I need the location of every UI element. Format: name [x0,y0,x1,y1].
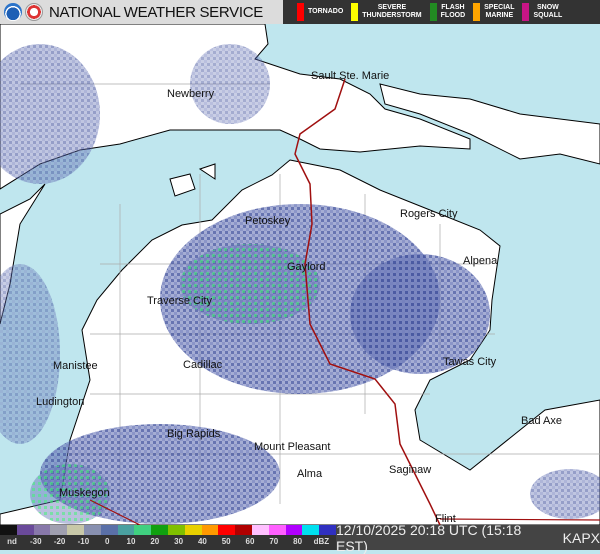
scale-tick: 40 [197,537,207,546]
timestamp: 12/10/2025 20:18 UTC (15:18 EST) [336,521,522,554]
warning-label: FLASH FLOOD [440,4,466,19]
scale-tick: 20 [150,537,160,546]
scale-tick: 50 [221,537,231,546]
warning-legend: TORNADO SEVERE THUNDERSTORM FLASH FLOOD SPE… [283,0,600,24]
scale-color [184,525,203,535]
scale-tick: 0 [104,537,110,546]
warning-swatch [351,3,359,21]
warning-key: SPECIAL MARINE [473,3,514,21]
scale-color [67,525,85,535]
city-label: Big Rapids [167,428,221,440]
scale-tick: 80 [293,537,303,546]
city-label: Manistee [53,360,98,372]
warning-key: FLASH FLOOD [429,3,466,21]
radar-echoes [0,44,600,524]
warning-label: SNOW SQUALL [533,4,563,19]
scale-tick: nd [7,537,17,546]
scale-tick: dBZ [313,537,330,546]
scale-tick: -30 [30,537,42,546]
scale-color [252,525,270,535]
scale-color [319,525,337,535]
city-label: Ludington [36,396,85,408]
city-label: Petoskey [245,215,291,227]
warning-swatch [429,3,437,21]
nws-branding: NATIONAL WEATHER SERVICE [0,0,283,24]
interstate-75 [294,78,441,525]
mackinac-islands [169,163,216,197]
warning-key: SNOW SQUALL [522,3,562,21]
warning-swatch [522,3,530,21]
highway [89,499,600,525]
scale-color [84,525,102,535]
color-scale [0,525,337,535]
scale-tick: 70 [269,537,279,546]
scale-color [16,525,35,535]
scale-color [50,525,68,535]
city-label: Muskegon [59,487,110,499]
warning-swatch [473,3,481,21]
scale-color [201,525,219,535]
ontario-shore [379,83,600,165]
scale-color [218,525,236,535]
city-label: Saginaw [389,464,432,476]
city-label: Traverse City [147,295,212,307]
city-label: Rogers City [400,208,458,220]
scale-tick: -10 [77,537,90,546]
page-title: NATIONAL WEATHER SERVICE [49,3,263,21]
warning-label: SPECIAL MARINE [484,4,515,19]
scale-color [100,525,119,535]
city-label: Gaylord [287,261,326,273]
header-bar: NATIONAL WEATHER SERVICE TORNADO SEVERE T… [0,0,600,24]
warning-key: TORNADO [297,3,343,21]
city-label: Alma [297,468,323,480]
warning-swatch [297,3,304,21]
nws-logo [25,3,43,21]
scale-color [117,525,135,535]
scale-color [285,525,303,535]
scale-tick: 60 [245,537,255,546]
scale-color [302,525,320,535]
scale-color [151,525,169,535]
city-label: Alpena [463,255,498,267]
city-label: Tawas City [443,356,497,368]
city-label: Cadillac [183,359,223,371]
scale-tick: 10 [126,537,136,546]
warning-label: TORNADO [308,8,344,15]
scale-color [168,525,186,535]
city-label: Newberry [167,88,215,100]
warning-label: SEVERE THUNDERSTORM [362,4,422,19]
scale-color [0,525,18,535]
timestamp-bar: 12/10/2025 20:18 UTC (15:18 EST) KAPX [336,522,600,554]
warning-key: SEVERE THUNDERSTORM [351,3,422,21]
radar-map[interactable] [0,24,600,525]
scale-color [235,525,253,535]
scale-color [33,525,51,535]
footer-bar: nd -30 -20 -10 0 10 20 30 40 50 60 70 80 dBZ 12/10/20… [0,522,600,554]
reflectivity-legend: nd -30 -20 -10 0 10 20 30 40 50 60 70 80 dBZ [0,525,337,550]
city-label: Bad Axe [521,415,562,427]
city-label: Flint [435,513,456,525]
scale-tick: 30 [174,537,184,546]
scale-color [268,525,287,535]
scale-color [134,525,152,535]
station-id: KAPX [562,529,600,546]
city-label: Mount Pleasant [254,441,331,453]
city-label: Sault Ste. Marie [311,70,390,82]
scale-tick: -20 [53,537,66,546]
wisconsin-shore [0,183,46,325]
noaa-logo [4,3,22,21]
